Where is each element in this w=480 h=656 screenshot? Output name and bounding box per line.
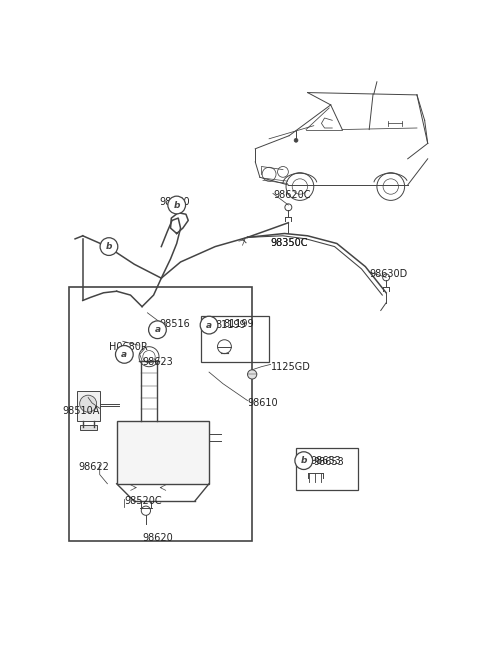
Text: 98610: 98610 [248, 398, 278, 408]
Text: 98350C: 98350C [271, 239, 308, 249]
Bar [296, 447, 358, 490]
Text: 1125GD: 1125GD [271, 361, 311, 372]
Bar [201, 316, 269, 362]
Text: a: a [206, 321, 212, 329]
Text: 98620C: 98620C [273, 190, 311, 200]
Text: 98516: 98516 [160, 319, 191, 329]
Circle shape [80, 395, 96, 412]
Text: 81199: 81199 [223, 319, 253, 329]
Bar [69, 287, 252, 541]
Text: 98520C: 98520C [124, 496, 162, 506]
Text: 98510A: 98510A [63, 405, 100, 416]
Bar [117, 420, 209, 483]
Text: H0680R: H0680R [109, 342, 148, 352]
Text: 98653: 98653 [310, 456, 341, 466]
Text: a: a [121, 350, 127, 359]
Circle shape [168, 196, 186, 214]
Circle shape [285, 204, 292, 211]
Text: 98620: 98620 [142, 533, 173, 543]
Circle shape [248, 370, 257, 379]
Text: 98660: 98660 [160, 197, 191, 207]
Text: b: b [173, 201, 180, 209]
Circle shape [383, 274, 390, 281]
Circle shape [200, 316, 218, 334]
Text: 98622: 98622 [78, 462, 109, 472]
Circle shape [116, 346, 133, 363]
Circle shape [139, 346, 159, 367]
Circle shape [294, 138, 298, 142]
Circle shape [149, 321, 166, 338]
Text: b: b [106, 242, 112, 251]
Text: 98653: 98653 [314, 457, 345, 467]
Text: 81199: 81199 [215, 320, 246, 330]
Text: 98623: 98623 [142, 357, 173, 367]
Bar [77, 392, 100, 420]
Circle shape [295, 452, 312, 470]
Text: 98630D: 98630D [369, 270, 408, 279]
Circle shape [100, 237, 118, 255]
Bar [80, 425, 96, 430]
Text: a: a [155, 325, 160, 335]
Text: b: b [300, 456, 307, 465]
Text: 98350C: 98350C [271, 239, 308, 249]
